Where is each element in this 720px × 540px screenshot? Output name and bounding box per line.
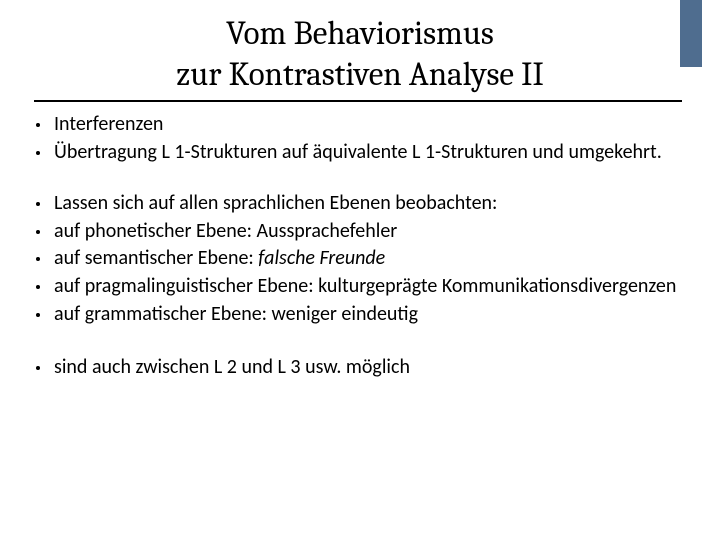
bullet-text: Übertragung L 1-Strukturen auf äquivalen… (54, 140, 682, 166)
bullet-text: auf grammatischer Ebene: weniger eindeut… (54, 302, 682, 328)
bullet-group-3: sind auch zwischen L 2 und L 3 usw. mögl… (34, 355, 682, 381)
bullet-text: Lassen sich auf allen sprachlichen Ebene… (54, 191, 682, 217)
bullet-text-italic: falsche Freunde (258, 246, 385, 270)
title-line-2: zur Kontrastiven Analyse II (176, 56, 544, 94)
bullet-dot-icon (36, 123, 40, 127)
body-area: Interferenzen Übertragung L 1-Strukturen… (34, 112, 682, 409)
bullet-text: sind auch zwischen L 2 und L 3 usw. mögl… (54, 355, 682, 381)
bullet-item: Lassen sich auf allen sprachlichen Ebene… (34, 191, 682, 217)
bullet-item: Interferenzen (34, 112, 682, 138)
bullet-dot-icon (36, 313, 40, 317)
bullet-dot-icon (36, 151, 40, 155)
bullet-item: auf semantischer Ebene: falsche Freunde (34, 246, 682, 272)
slide: Vom Behaviorismus zur Kontrastiven Analy… (0, 0, 720, 540)
bullet-text-pre: auf semantischer Ebene: (54, 246, 258, 270)
bullet-text: auf phonetischer Ebene: Aussprachefehler (54, 219, 682, 245)
bullet-dot-icon (36, 366, 40, 370)
bullet-text: auf pragmalinguistischer Ebene: kulturge… (54, 274, 682, 300)
bullet-dot-icon (36, 202, 40, 206)
bullet-dot-icon (36, 230, 40, 234)
slide-title: Vom Behaviorismus zur Kontrastiven Analy… (0, 14, 720, 97)
title-line-1: Vom Behaviorismus (226, 15, 494, 53)
bullet-dot-icon (36, 257, 40, 261)
bullet-item: auf phonetischer Ebene: Aussprachefehler (34, 219, 682, 245)
title-underline (34, 100, 682, 102)
bullet-item: auf grammatischer Ebene: weniger eindeut… (34, 302, 682, 328)
bullet-item: auf pragmalinguistischer Ebene: kulturge… (34, 274, 682, 300)
bullet-dot-icon (36, 285, 40, 289)
bullet-item: Übertragung L 1-Strukturen auf äquivalen… (34, 140, 682, 166)
bullet-item: sind auch zwischen L 2 und L 3 usw. mögl… (34, 355, 682, 381)
bullet-text: auf semantischer Ebene: falsche Freunde (54, 246, 682, 272)
bullet-text: Interferenzen (54, 112, 682, 138)
bullet-group-1: Interferenzen Übertragung L 1-Strukturen… (34, 112, 682, 165)
bullet-group-2: Lassen sich auf allen sprachlichen Ebene… (34, 191, 682, 327)
